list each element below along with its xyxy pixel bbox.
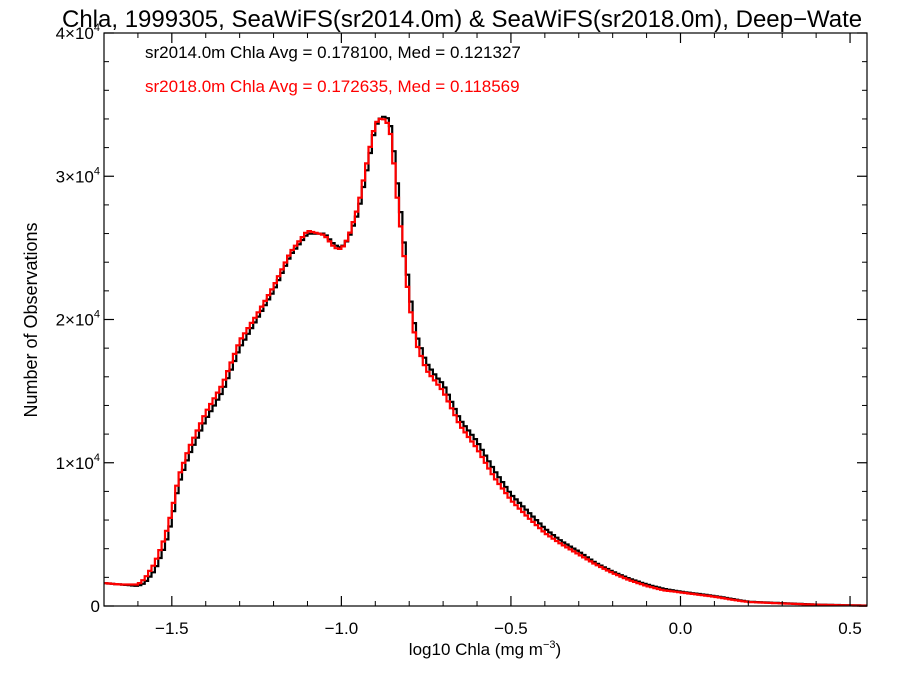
y-axis: 0 1×104 2×104 3×104 4×104 <box>56 22 867 616</box>
plot-frame <box>103 32 868 607</box>
x-axis-label-sup: −3 <box>543 639 556 651</box>
chart-title: Chla, 1999305, SeaWiFS(sr2014.0m) & SeaW… <box>62 6 862 33</box>
x-tick-label: −0.5 <box>494 619 528 638</box>
annotation-sr2018: sr2018.0m Chla Avg = 0.172635, Med = 0.1… <box>145 77 520 96</box>
y-axis-label: Number of Observations <box>21 222 41 417</box>
plot-area: −1.5 −1.0 −0.5 0.0 0.5 0 1×104 2×104 3×104 4×104 <box>56 22 868 638</box>
x-axis-label: log10 Chla (mg m−3) <box>409 639 561 659</box>
y-tick-label: 2×104 <box>56 309 100 330</box>
x-tick-label: −1.0 <box>325 619 359 638</box>
x-tick-label: 0.0 <box>669 619 693 638</box>
y-tick-label: 3×104 <box>56 165 100 186</box>
x-axis-label-main: log10 Chla (mg m <box>409 640 543 659</box>
x-axis-label-end: ) <box>556 640 562 659</box>
x-tick-label: 0.5 <box>838 619 862 638</box>
x-axis: −1.5 −1.0 −0.5 0.0 0.5 <box>103 33 862 638</box>
x-tick-label: −1.5 <box>155 619 189 638</box>
series-layer <box>104 115 867 607</box>
annotation-sr2014: sr2014.0m Chla Avg = 0.178100, Med = 0.1… <box>145 43 521 62</box>
y-tick-label: 0 <box>91 597 100 616</box>
series-line-sr2018 <box>104 117 867 607</box>
y-tick-label: 1×104 <box>56 452 100 473</box>
y-tick-label: 4×104 <box>56 22 100 43</box>
series-line-sr2014 <box>104 115 867 607</box>
